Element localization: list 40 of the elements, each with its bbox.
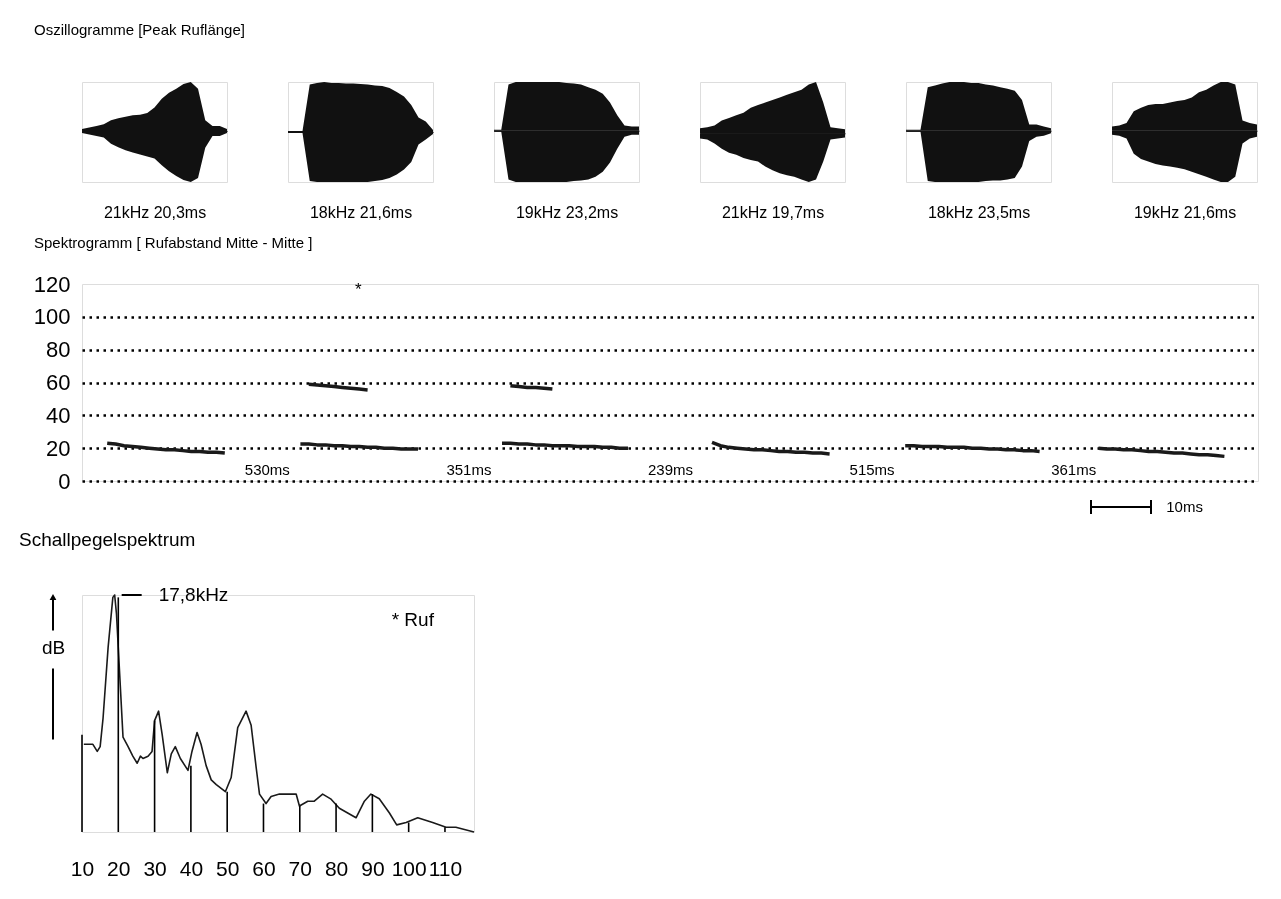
chart-title: Oszillogramme [Peak Ruflänge] <box>34 21 245 38</box>
y-tick-label: 80 <box>46 337 71 363</box>
x-tick-label: 10 <box>70 856 95 880</box>
x-tick-label: 90 <box>361 856 385 880</box>
x-tick-label: 110 <box>428 856 463 880</box>
annotation: * Ruf <box>391 609 435 630</box>
line-series <box>105 441 227 455</box>
x-tick-label: 60 <box>252 856 276 880</box>
y-tick-label: 60 <box>46 370 71 395</box>
x-tick-label: 30 <box>143 856 167 880</box>
y-tick-label: 100 <box>33 304 71 330</box>
x-tick-label: 515ms <box>849 460 895 478</box>
line-series <box>710 440 832 456</box>
x-tick-label: 80 <box>324 856 349 880</box>
x-axis-title: 19kHz 21,6ms <box>1133 203 1237 221</box>
x-tick-label: 50 <box>216 856 240 880</box>
annotation: * <box>355 280 363 299</box>
x-tick-label: 530ms <box>244 460 290 478</box>
y-tick-label: 40 <box>46 402 71 428</box>
annotation: 17,8kHz <box>158 584 229 605</box>
y-tick-label: 20 <box>46 435 71 461</box>
x-tick-label: 20 <box>107 856 131 880</box>
chart-title: Spektrogramm [ Rufabstand Mitte - Mitte ] <box>34 234 313 251</box>
x-tick-label: 361ms <box>1051 460 1097 478</box>
y-tick-label: 120 <box>33 271 71 297</box>
x-axis-title: 21kHz 20,3ms <box>103 203 207 221</box>
x-axis-title: 10ms <box>1166 498 1203 515</box>
x-tick-label: 70 <box>288 856 312 880</box>
x-axis-title: 21kHz 19,7ms <box>721 203 825 221</box>
chart-title: Schallpegelspektrum <box>19 529 196 550</box>
x-tick-label: 351ms <box>446 460 492 478</box>
y-tick-label: 0 <box>58 468 71 494</box>
x-axis-title: 18kHz 21,6ms <box>309 203 413 221</box>
line-series <box>1096 446 1227 459</box>
x-tick-label: 100 <box>391 856 427 880</box>
y-axis-title: dB <box>41 636 66 658</box>
x-axis-title: 18kHz 23,5ms <box>927 203 1031 221</box>
x-axis-title: 19kHz 23,2ms <box>515 203 619 221</box>
x-tick-label: 40 <box>179 856 204 880</box>
x-tick-label: 239ms <box>647 460 694 478</box>
